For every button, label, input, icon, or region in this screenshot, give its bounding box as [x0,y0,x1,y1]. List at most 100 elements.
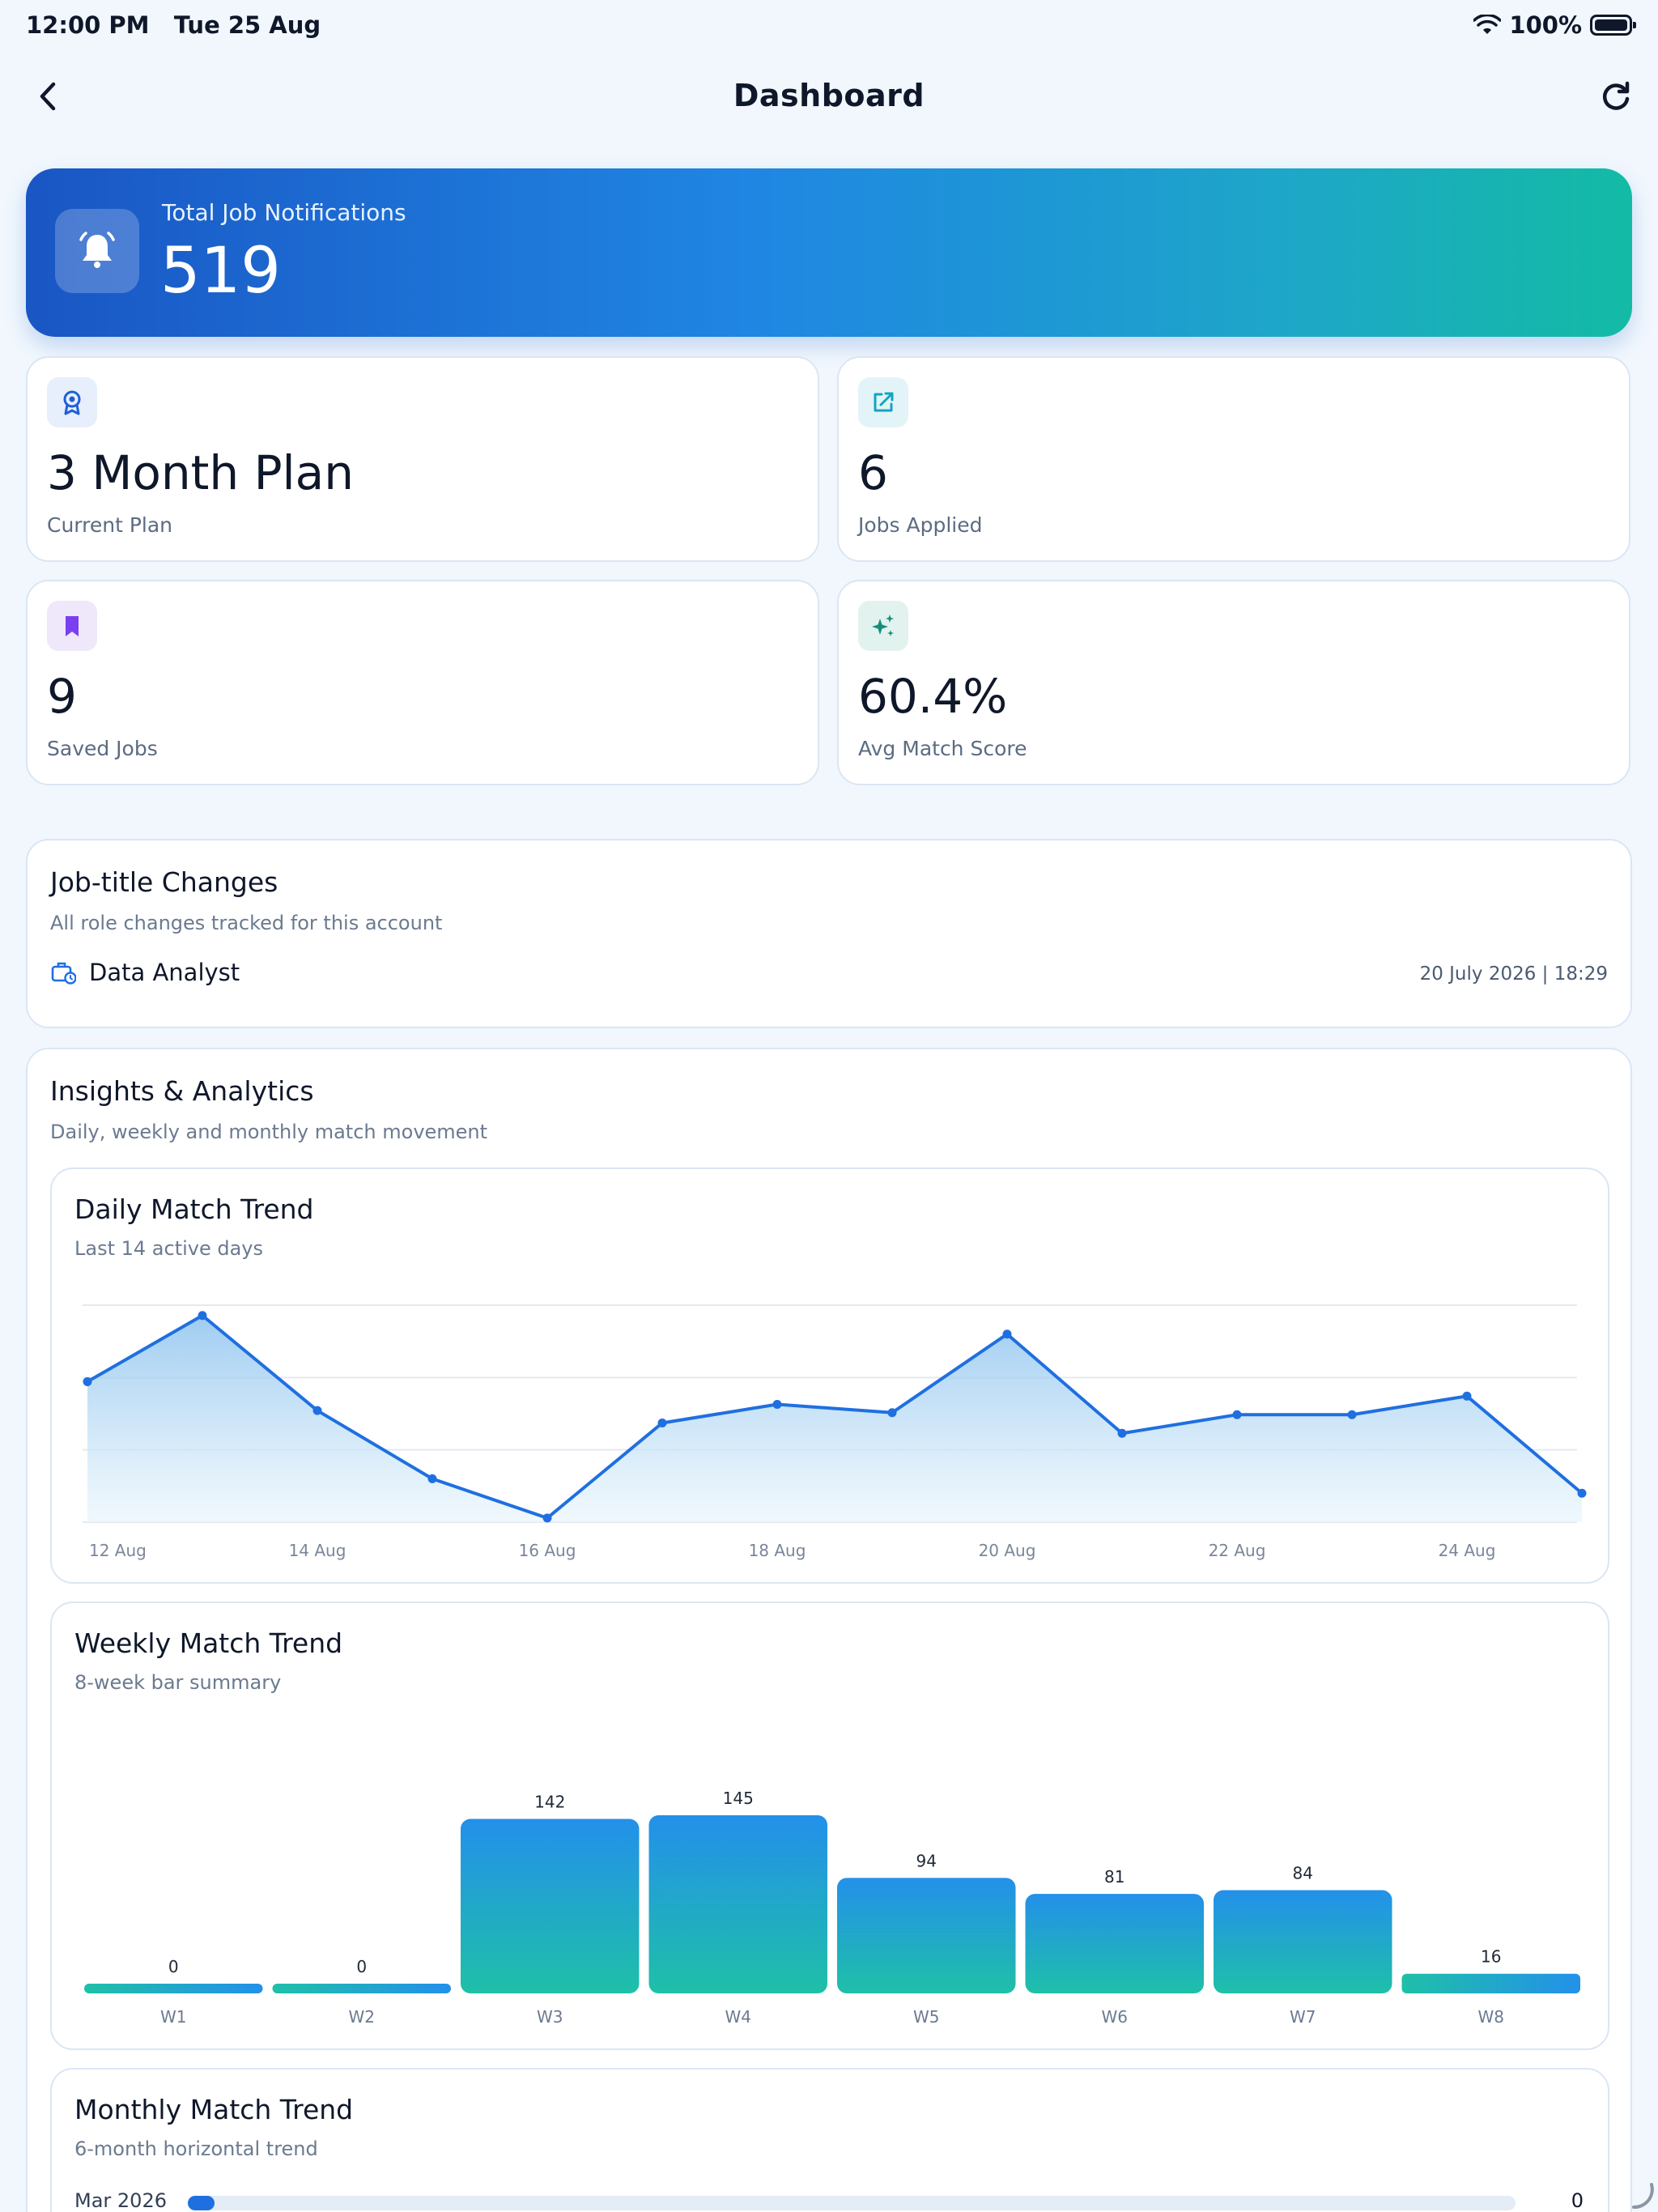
status-clock: 12:00 PM [26,11,150,39]
stat-value: 6 [858,445,888,500]
bar-value-label: 0 [168,1957,179,1976]
data-point[interactable] [887,1408,897,1418]
x-tick-label: 24 Aug [1439,1541,1496,1560]
avg-match-score-card[interactable]: 60.4% Avg Match Score [837,580,1630,785]
status-date: Tue 25 Aug [173,11,321,39]
status-bar: 12:00 PM Tue 25 Aug 100% [0,0,1658,52]
bar-value-label: 142 [534,1793,565,1812]
data-point[interactable] [542,1513,552,1523]
bar[interactable] [1025,1894,1205,1993]
bar[interactable] [837,1878,1016,1993]
x-tick-label: W1 [160,2007,187,2027]
data-point[interactable] [1002,1329,1012,1339]
data-point[interactable] [1232,1410,1242,1419]
resize-handle-icon[interactable] [1626,2180,1658,2212]
x-tick-label: 20 Aug [979,1541,1036,1560]
external-link-icon [874,392,894,412]
monthly-row: Mar 2026 0 [74,2189,1590,2212]
bar-value-label: 84 [1293,1864,1313,1883]
x-tick-label: W6 [1102,2007,1129,2027]
series-line [87,1313,1584,1520]
current-plan-card[interactable]: 3 Month Plan Current Plan [26,356,819,562]
month-progress-fill [188,2196,215,2210]
stat-value: 9 [47,669,77,724]
job-title-role: Data Analyst [89,959,240,986]
data-point[interactable] [1462,1391,1472,1401]
insights-section: Insights & Analytics Daily, weekly and m… [26,1048,1632,2212]
chart-title: Daily Match Trend [74,1193,314,1225]
daily-match-trend-card: Daily Match Trend Last 14 active days 12… [50,1168,1609,1584]
total-notifications-card[interactable]: Total Job Notifications 519 [26,168,1632,337]
data-point[interactable] [427,1474,437,1483]
x-tick-label: 14 Aug [289,1541,346,1560]
jobs-applied-card[interactable]: 6 Jobs Applied [837,356,1630,562]
notifications-count: 519 [160,235,281,308]
chart-subtitle: Last 14 active days [74,1237,264,1260]
x-tick-label: W8 [1478,2007,1505,2027]
data-point[interactable] [657,1418,667,1427]
battery-icon [1590,15,1636,36]
stat-label: Saved Jobs [47,737,158,760]
data-point[interactable] [772,1400,782,1410]
saved-jobs-card[interactable]: 9 Saved Jobs [26,580,819,785]
x-tick-label: W4 [725,2007,752,2027]
data-point[interactable] [198,1311,207,1321]
bar[interactable] [1214,1890,1392,1993]
bar[interactable] [272,1984,452,1993]
stat-icon-box [858,377,908,428]
daily-line-chart: 12 Aug 14 Aug 16 Aug 18 Aug 20 Aug 22 Aug 24 A… [83,1304,1587,1560]
refresh-icon[interactable] [1596,78,1635,117]
wifi-icon [1473,15,1502,34]
chart-subtitle: 8-week bar summary [74,1671,282,1694]
bar-value-label: 81 [1104,1867,1124,1887]
stat-label: Avg Match Score [858,737,1027,760]
nav-bar: Dashboard [0,65,1658,130]
data-point[interactable] [312,1406,322,1415]
award-icon [63,390,81,415]
bar[interactable] [461,1819,640,1993]
stat-label: Jobs Applied [858,513,983,537]
back-chevron-icon[interactable] [29,76,70,117]
bar-value-label: 16 [1481,1947,1501,1967]
x-tick-label: 12 Aug [89,1541,147,1560]
data-point[interactable] [1347,1410,1357,1419]
status-time: 12:00 PM Tue 25 Aug [26,11,321,39]
x-tick-label: W7 [1290,2007,1316,2027]
bar-value-label: 94 [916,1851,937,1870]
x-tick-label: 22 Aug [1209,1541,1266,1560]
notifications-label: Total Job Notifications [162,199,406,226]
sparkles-icon [872,615,894,636]
section-subtitle: All role changes tracked for this accoun… [50,912,443,934]
data-point[interactable] [1117,1428,1127,1438]
stat-value: 3 Month Plan [47,445,354,500]
stat-icon-box [47,377,97,428]
data-point[interactable] [83,1376,92,1386]
bell-icon-box [55,209,139,293]
stat-label: Current Plan [47,513,173,537]
data-point[interactable] [1577,1488,1587,1498]
chart-title: Monthly Match Trend [74,2094,354,2125]
month-progress-track [188,2196,1516,2210]
x-tick-label: W3 [537,2007,563,2027]
section-subtitle: Daily, weekly and monthly match movement [50,1121,488,1143]
bar[interactable] [1401,1973,1581,1993]
x-tick-label: 16 Aug [519,1541,576,1560]
bookmark-icon [66,616,79,636]
x-tick-label: W5 [913,2007,940,2027]
job-title-changes-section: Job-title Changes All role changes track… [26,839,1632,1028]
job-title-timestamp: 20 July 2026 | 18:29 [1419,963,1608,985]
chart-subtitle: 6-month horizontal trend [74,2138,318,2160]
job-title-entry[interactable]: Data Analyst [50,959,240,986]
briefcase-clock-icon [51,962,76,985]
stat-value: 60.4% [858,669,1008,724]
chart-title: Weekly Match Trend [74,1627,343,1659]
bar[interactable] [84,1984,263,1993]
bar-value-label: 145 [723,1789,754,1808]
month-value: 0 [1571,2189,1584,2212]
section-title: Job-title Changes [50,866,278,898]
stat-icon-box [858,601,908,651]
bar-value-label: 0 [356,1957,367,1976]
bar[interactable] [648,1815,828,1993]
area-fill [87,1315,1582,1522]
